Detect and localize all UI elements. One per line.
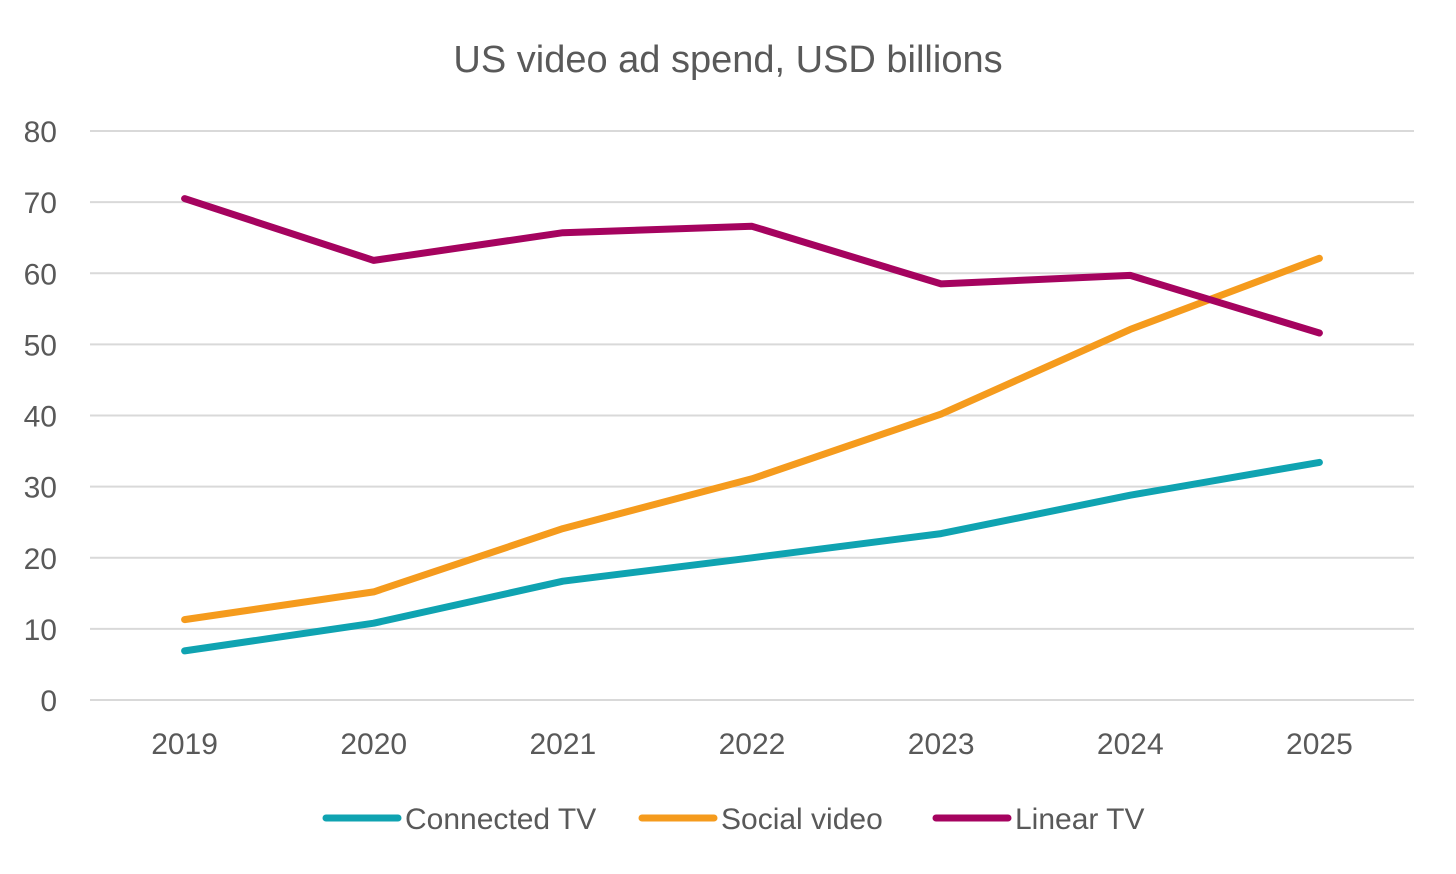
gridlines: [90, 130, 1414, 701]
y-tick-label: 50: [24, 329, 57, 362]
y-tick-label: 40: [24, 401, 57, 434]
legend-label-linear-tv: Linear TV: [1015, 803, 1145, 836]
x-tick-label: 2020: [340, 728, 407, 761]
y-tick-label: 10: [24, 614, 57, 647]
legend-label-social-video: Social video: [721, 803, 883, 836]
y-axis-tick-labels: 0 10 20 30 40 50 60 70 80: [24, 116, 57, 718]
series-line-connected-tv: [181, 458, 1323, 655]
x-tick-label: 2024: [1097, 728, 1164, 761]
x-tick-label: 2025: [1286, 728, 1353, 761]
x-tick-label: 2023: [908, 728, 975, 761]
y-tick-label: 80: [24, 116, 57, 149]
series-lines: [181, 195, 1323, 655]
legend-label-connected-tv: Connected TV: [405, 803, 596, 836]
y-tick-label: 0: [40, 685, 57, 718]
series-line-linear-tv: [181, 195, 1323, 337]
x-axis-tick-labels: 2019 2020 2021 2022 2023 2024 2025: [151, 728, 1353, 761]
y-tick-label: 70: [24, 187, 57, 220]
series-line-social-video: [181, 254, 1323, 624]
x-tick-label: 2021: [529, 728, 596, 761]
x-tick-label: 2022: [719, 728, 786, 761]
y-tick-label: 60: [24, 258, 57, 291]
chart-title: US video ad spend, USD billions: [453, 39, 1002, 81]
y-tick-label: 20: [24, 543, 57, 576]
y-tick-label: 30: [24, 472, 57, 505]
x-tick-label: 2019: [151, 728, 218, 761]
legend: Connected TV Social video Linear TV: [322, 803, 1145, 836]
